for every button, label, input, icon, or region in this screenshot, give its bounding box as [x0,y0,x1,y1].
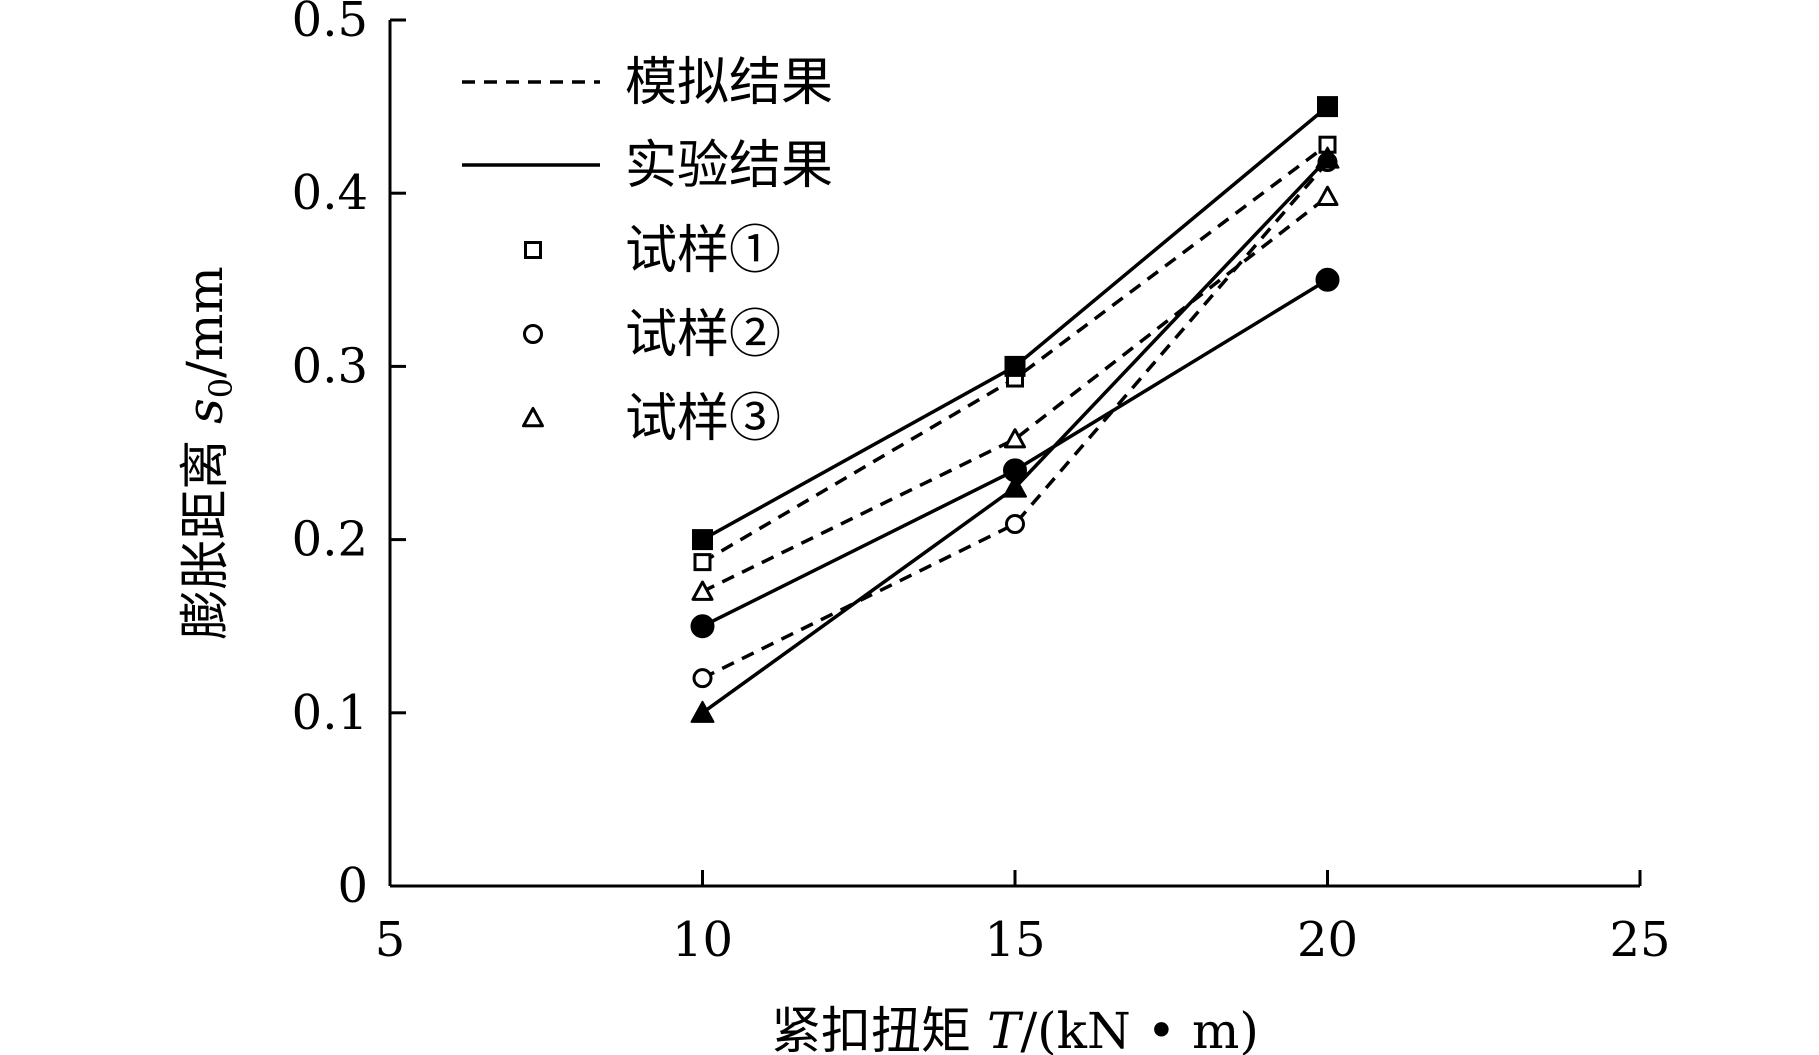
x-ticks: 5 10 15 20 25 [375,870,1671,968]
series-specimen-2-experiment [690,267,1340,639]
legend-entry: 实验结果 [462,136,833,196]
x-tick-label: 20 [1297,912,1358,968]
data-point-triangle-simulation [691,580,714,601]
y-label-unit: /mm [176,266,234,378]
x-tick-label: 25 [1609,912,1670,968]
y-tick-label: 0.4 [292,165,368,221]
series-line-3-simulation [701,195,1329,594]
data-point-circle-simulation [1005,514,1025,535]
series-line-2-simulation [701,160,1329,680]
y-tick-label: 0.2 [292,512,368,568]
data-point-triangle-simulation [1004,428,1026,449]
legend-label: 试样① [625,221,781,281]
x-tick-label: 10 [672,912,733,968]
series-specimen-2-simulation [692,152,1338,689]
legend-label: 试样② [625,305,781,365]
data-point-square-simulation [693,553,712,572]
y-label-text: 膨胀距离 [176,424,234,640]
series-specimen-1-experiment [692,96,1338,551]
y-label-variable: s [176,398,234,424]
x-tick-label: 5 [375,912,406,968]
legend-entry: 试样② [523,305,781,365]
y-tick-label: 0.1 [292,685,368,741]
series-specimen-1-simulation [693,135,1337,572]
x-label-text: 紧扣扭矩 [771,1002,987,1055]
x-axis-label: 紧扣扭矩 T/(kN • m) [771,1002,1259,1055]
legend-marker-triangle [522,407,544,428]
data-point-circle-experiment [690,614,715,639]
series-specimen-3-simulation [691,185,1339,601]
data-point-circle-simulation [692,668,713,689]
x-tick-label: 15 [984,912,1045,968]
data-point-triangle-simulation [1316,185,1339,206]
legend-entry: 模拟结果 [462,53,833,113]
legend-marker-circle [523,324,543,344]
data-point-square-experiment [1317,96,1338,118]
data-point-triangle-experiment [1315,146,1340,169]
legend-marker-square [524,241,542,259]
legend-label: 实验结果 [625,136,833,196]
data-point-square-experiment [692,529,713,551]
y-ticks: 0 0.1 0.2 0.3 0.4 0.5 [292,0,406,914]
legend-entry: 试样③ [522,389,781,449]
y-tick-label: 0.5 [292,0,368,48]
legend-label: 试样③ [625,389,781,449]
axes: 5 10 15 20 25 0 0.1 0.2 0.3 0.4 0.5 [292,0,1671,968]
data-point-triangle-experiment [1003,475,1027,498]
y-tick-label: 0.3 [292,338,368,394]
series-specimen-3-experiment [690,146,1340,723]
data-point-triangle-experiment [690,700,715,723]
y-label-subscript: 0 [202,378,240,398]
y-axis-label: 膨胀距离 s0/mm [176,266,240,640]
legend-label: 模拟结果 [625,53,833,113]
y-tick-label: 0 [337,858,368,914]
data-point-square-experiment [1004,355,1026,377]
series-line-1-simulation [701,143,1329,564]
series-line-2-experiment [701,278,1329,628]
series-layer [690,96,1340,723]
x-label-variable: T [987,1002,1024,1055]
legend-entry: 试样① [524,221,781,281]
data-point-circle-experiment [1315,267,1340,292]
x-label-unit: /(kN • m) [1020,1002,1259,1055]
